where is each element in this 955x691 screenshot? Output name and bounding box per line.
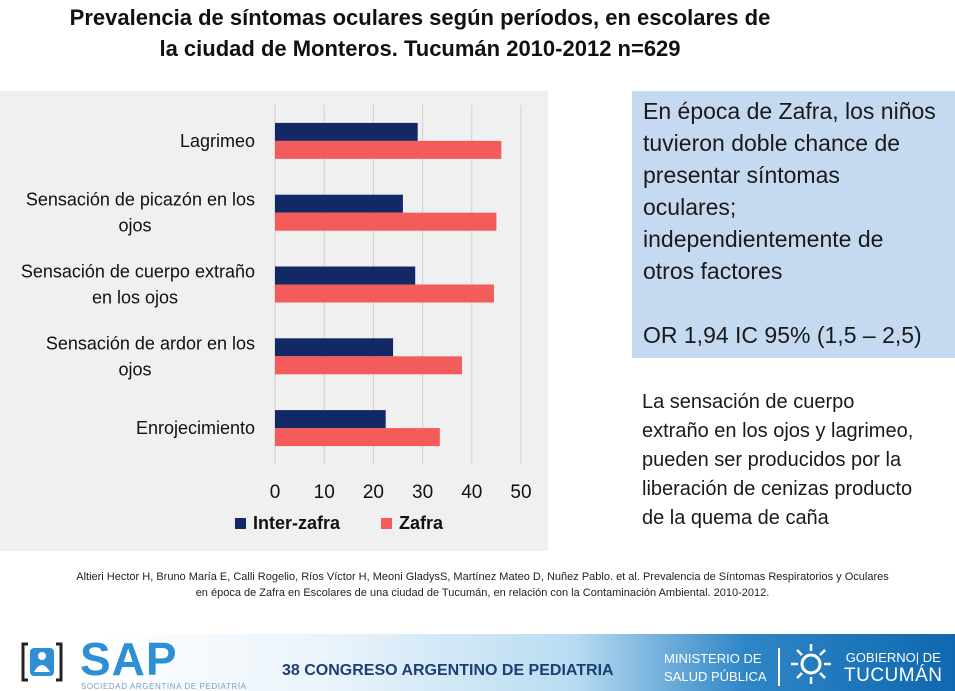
bar-zafra-5: [275, 428, 440, 447]
bar-inter-zafra-4: [275, 338, 394, 357]
bar-inter-zafra-1: [275, 122, 418, 141]
ministry-label: MINISTERIO DE SALUD PÚBLICA: [664, 650, 767, 686]
tick-label-50: 50: [510, 482, 531, 503]
bar-zafra-2: [275, 212, 497, 231]
ministry-line1: MINISTERIO DE: [664, 651, 762, 666]
footer-banner: SAP SOCIEDAD ARGENTINA DE PEDIATRÍA 38 C…: [0, 633, 955, 691]
ash-note-line-4: liberación de cenizas producto: [642, 478, 913, 500]
category-label-1-1: Lagrimeo: [180, 131, 255, 151]
note-main-line-4: oculares;: [643, 194, 737, 220]
ash-note-line-2: extraño en los ojos y lagrimeo,: [642, 420, 914, 442]
note-main-line-2: tuvieron doble chance de: [643, 130, 901, 156]
bar-chart: Lagrimeo Sensación de picazón en los ojos S…: [21, 105, 532, 533]
sun-emblem-icon: [791, 644, 831, 684]
ash-note-line-5: de la quema de caña: [642, 507, 829, 529]
bar-inter-zafra-2: [275, 194, 403, 213]
category-label-3-1: Sensación de cuerpo extraño: [21, 262, 255, 282]
bar-zafra-1: [275, 140, 502, 159]
congress-title: 38 CONGRESO ARGENTINO DE PEDIATRIA: [282, 662, 614, 679]
tick-label-0: 0: [270, 482, 281, 503]
chart-panel: Lagrimeo Sensación de picazón en los ojos S…: [0, 91, 548, 551]
legend-label-2: Zafra: [399, 513, 444, 533]
bar-zafra-3: [275, 284, 494, 303]
ash-note-text: La sensación de cuerpo extraño en los ojo…: [642, 388, 952, 533]
sap-logo-icon: [21, 642, 63, 682]
tick-label-10: 10: [314, 482, 335, 503]
citation-line2: en época de Zafra en Escolares de una ci…: [195, 587, 770, 599]
slide-title: Prevalencia de síntomas oculares según p…: [0, 2, 840, 64]
category-label-4-1: Sensación de ardor en los: [46, 333, 255, 353]
gobierno-line1: GOBIERNO| DE: [845, 650, 941, 665]
note-main-text: En época de Zafra, los niños tuvieron dob…: [643, 95, 945, 287]
odds-ratio-text: OR 1,94 IC 95% (1,5 – 2,5): [643, 322, 922, 348]
tick-label-20: 20: [363, 482, 384, 503]
legend-label-1: Inter-zafra: [253, 513, 341, 533]
citation: Altieri Hector H, Bruno María E, Calli R…: [30, 569, 935, 601]
slide-title-line1: Prevalencia de síntomas oculares según p…: [69, 5, 771, 30]
category-label-4-2: ojos: [118, 359, 151, 379]
bar-zafra-4: [275, 356, 462, 375]
legend-swatch-2: [381, 518, 392, 529]
note-main-line-6: otros factores: [643, 258, 783, 284]
ash-note-line-3: pueden ser producidos por la: [642, 449, 902, 471]
gobierno-label: GOBIERNO| DE TUCUMÁN: [844, 650, 943, 686]
gobierno-line2: TUCUMÁN: [844, 665, 943, 686]
category-label-2-1: Sensación de picazón en los: [26, 190, 255, 210]
note-main-line-1: En época de Zafra, los niños: [643, 98, 936, 124]
citation-line1: Altieri Hector H, Bruno María E, Calli R…: [76, 571, 889, 583]
bar-inter-zafra-5: [275, 410, 386, 429]
note-main-line-3: presentar síntomas: [643, 162, 840, 188]
category-label-3-2: en los ojos: [92, 288, 178, 308]
bar-inter-zafra-3: [275, 266, 416, 285]
slide-title-line2: la ciudad de Monteros. Tucumán 2010-2012…: [159, 36, 681, 61]
ash-note-line-1: La sensación de cuerpo: [642, 391, 855, 413]
legend-swatch-1: [235, 518, 246, 529]
category-label-2-2: ojos: [118, 216, 151, 236]
odds-ratio-note: En época de Zafra, los niños tuvieron dob…: [632, 91, 955, 358]
sap-subtitle: SOCIEDAD ARGENTINA DE PEDIATRÍA: [81, 682, 247, 691]
sap-logo-text: SAP: [80, 633, 178, 685]
tick-label-30: 30: [412, 482, 433, 503]
note-main-line-5: independientemente de: [643, 226, 884, 252]
ministry-line2: SALUD PÚBLICA: [664, 669, 767, 684]
tick-label-40: 40: [461, 482, 482, 503]
footer-divider: [778, 648, 780, 686]
category-label-5-1: Enrojecimiento: [136, 418, 255, 438]
